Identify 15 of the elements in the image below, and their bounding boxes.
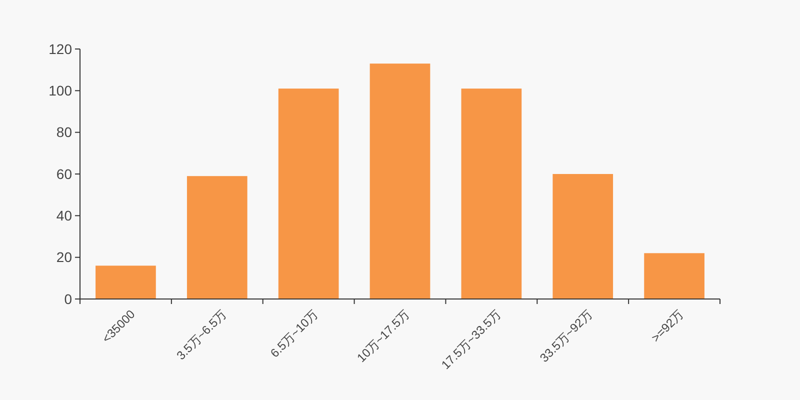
bar bbox=[96, 266, 156, 299]
y-tick-label: 100 bbox=[48, 82, 72, 99]
y-tick-label: 80 bbox=[56, 124, 72, 140]
bar bbox=[461, 88, 522, 299]
bar bbox=[186, 176, 248, 299]
y-tick-label: 0 bbox=[64, 290, 72, 307]
y-tick-label: 120 bbox=[48, 40, 72, 57]
bar bbox=[552, 174, 614, 299]
bar bbox=[278, 88, 339, 299]
bar bbox=[644, 253, 704, 299]
y-tick-label: 20 bbox=[56, 249, 72, 266]
bar bbox=[370, 64, 430, 299]
x-tick-label: 6.5万~10万 bbox=[268, 307, 321, 360]
y-tick-label: 40 bbox=[56, 208, 72, 224]
y-tick-label: 60 bbox=[56, 166, 72, 182]
